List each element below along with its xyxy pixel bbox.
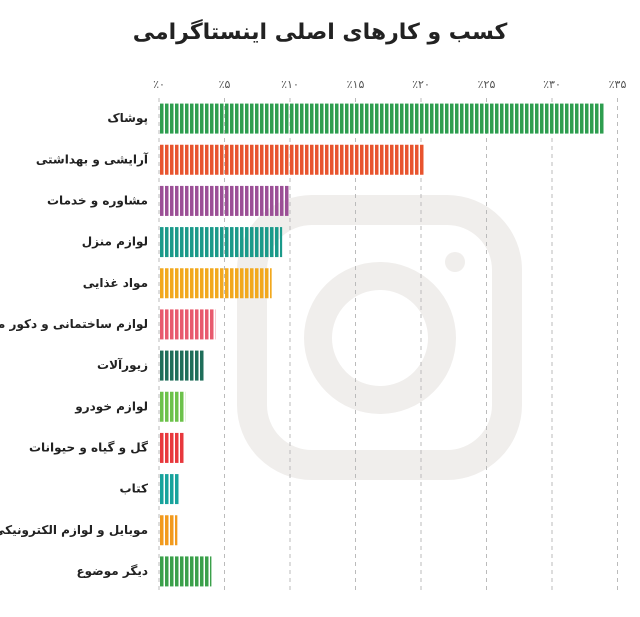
bar [159,268,272,299]
x-tick-label: ٪۲۰ [412,78,430,91]
bar [159,432,184,463]
bar [159,227,283,258]
y-tick-label: مشاوره و خدمات [47,193,148,208]
y-tick-label: مواد غذایی [83,276,148,291]
chart-title: کسب و کارهای اصلی اینستاگرامی [133,18,508,45]
x-tick-label: ٪۰ [153,78,165,91]
bar [159,474,179,505]
y-tick-label: موبایل و لوازم الکترونیکی [0,523,148,538]
x-tick-label: ٪۱۵ [347,78,365,91]
bar [159,103,605,134]
bar [159,309,216,340]
x-tick-label: ٪۳۰ [543,78,561,91]
y-tick-label: زیورآلات [97,357,148,373]
bar [159,185,290,216]
x-tick-label: ٪۳۵ [609,78,627,91]
y-tick-label: آرایشی و بهداشتی [36,151,149,167]
bar [159,391,186,422]
y-tick-label: پوشاک [107,111,148,126]
bar [159,556,212,587]
y-tick-label: دیگر موضوع [76,564,148,579]
x-tick-label: ٪۲۵ [478,78,496,91]
y-tick-label: لوازم منزل [82,235,148,250]
bar [159,515,178,546]
y-tick-label: گل و گیاه و حیوانات [29,440,148,455]
bar [159,144,424,175]
x-tick-label: ٪۵ [219,78,231,91]
watermark [237,195,522,480]
y-tick-label: کتاب [120,482,148,496]
x-tick-label: ٪۱۰ [281,78,299,91]
y-tick-label: لوازم خودرو [74,399,148,414]
y-tick-label: لوازم ساختمانی و دکور منزل [0,317,148,332]
bar [159,350,205,381]
